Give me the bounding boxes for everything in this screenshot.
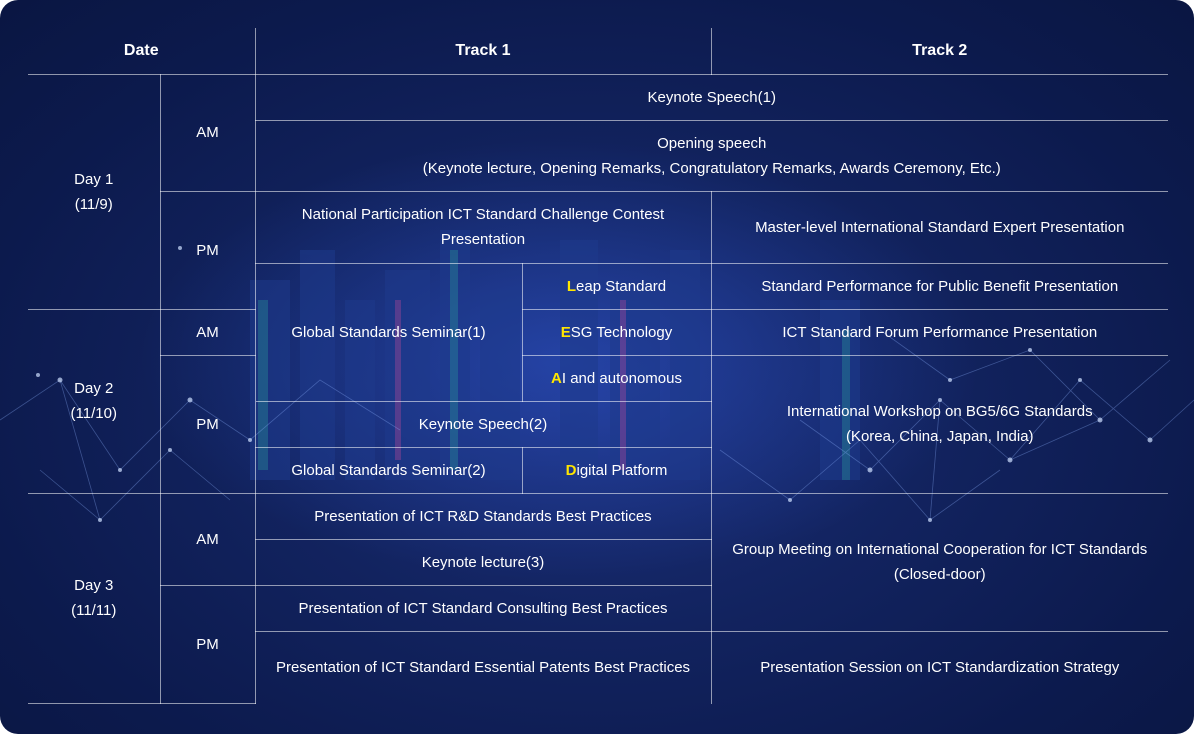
leap-standard: Leap Standard — [521, 262, 712, 310]
day-1-am: AM — [159, 73, 256, 192]
day-1-pm: PM — [160, 190, 256, 310]
rnd-best-practices: Presentation of ICT R&D Standards Best P… — [254, 492, 712, 540]
day-2-am: AM — [159, 308, 256, 356]
day-3-pm: PM — [160, 584, 256, 705]
international-workshop: International Workshop on BG5/6G Standar… — [710, 354, 1168, 494]
header-track-2: Track 2 — [710, 28, 1168, 75]
keynote-lecture-3: Keynote lecture(3) — [255, 538, 712, 586]
day-2-label: Day 2 — [74, 380, 114, 398]
essential-patents-best-practices: Presentation of ICT Standard Essential P… — [255, 630, 712, 704]
forum-performance-presentation: ICT Standard Forum Performance Presentat… — [710, 308, 1168, 356]
ai-autonomous: AI and autonomous — [521, 354, 712, 402]
event-schedule-table: Date Track 1 Track 2 Day 1 (11/9) AM Key… — [28, 28, 1168, 705]
master-expert-presentation: Master-level International Standard Expe… — [710, 190, 1168, 264]
public-benefit-presentation: Standard Performance for Public Benefit … — [710, 262, 1168, 310]
day-3-am: AM — [159, 492, 256, 586]
day-1-label: Day 1 — [74, 170, 114, 188]
standardization-strategy-session: Presentation Session on ICT Standardizat… — [710, 630, 1168, 704]
global-standards-seminar-1: Global Standards Seminar(1) — [255, 262, 523, 402]
esg-technology: ESG Technology — [521, 308, 712, 356]
day-2-pm: PM — [160, 354, 256, 494]
day-2-cell: Day 2 (11/10) — [28, 308, 161, 494]
day-3-label: Day 3 — [74, 577, 114, 595]
day-3-date: (11/11) — [71, 602, 117, 620]
digital-platform: Digital Platform — [521, 446, 712, 494]
keynote-speech-2: Keynote Speech(2) — [255, 400, 712, 448]
global-standards-seminar-2: Global Standards Seminar(2) — [255, 446, 523, 494]
day-2-date: (11/10) — [70, 405, 117, 423]
challenge-contest: National Participation ICT Standard Chal… — [254, 190, 712, 264]
day-1-cell: Day 1 (11/9) — [28, 73, 161, 310]
day-3-cell: Day 3 (11/11) — [28, 492, 161, 705]
keynote-speech-1: Keynote Speech(1) — [254, 73, 1168, 121]
consulting-best-practices: Presentation of ICT Standard Consulting … — [254, 584, 712, 632]
day-1-date: (11/9) — [74, 195, 113, 213]
group-meeting: Group Meeting on International Cooperati… — [710, 492, 1168, 632]
header-track-1: Track 1 — [254, 28, 712, 75]
opening-speech: Opening speech (Keynote lecture, Opening… — [255, 119, 1168, 192]
header-date: Date — [28, 28, 256, 75]
